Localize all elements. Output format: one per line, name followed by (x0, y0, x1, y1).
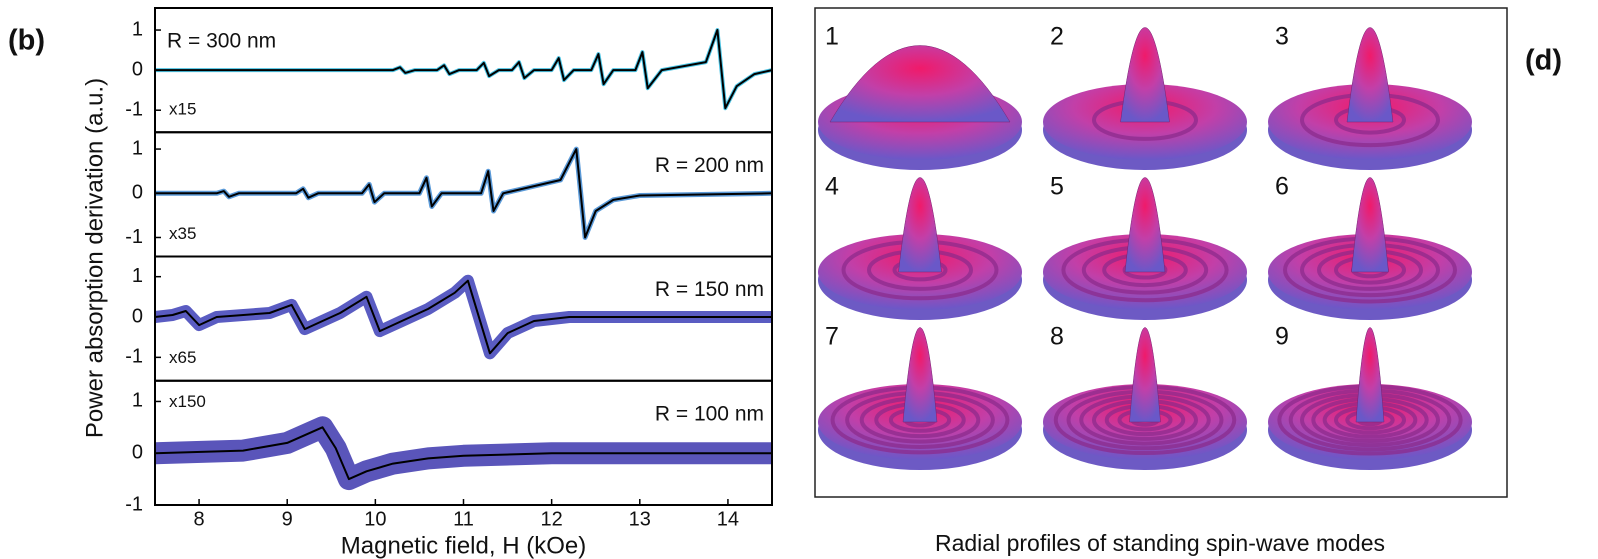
mode-peak (1356, 328, 1384, 423)
x-tick-label: 10 (364, 508, 386, 530)
y-tick-label: 1 (132, 265, 143, 287)
y-tick-label: -1 (125, 98, 143, 120)
scale-label: x35 (169, 224, 196, 243)
series-label: R = 300 nm (167, 30, 276, 53)
panel-label: (b) (8, 25, 45, 57)
x-tick-label: 13 (629, 508, 651, 530)
mode-peak (830, 46, 1010, 123)
mode-peak (1347, 28, 1393, 123)
x-tick-label: 14 (717, 508, 739, 530)
mode-label: 4 (825, 173, 839, 201)
mode-label: 9 (1275, 323, 1289, 351)
mode-peak (1352, 178, 1389, 273)
mode-sketch: 4 (818, 173, 1022, 320)
y-axis-label: Power absorption derivation (a.u.) (81, 78, 108, 438)
mode-sketch: 3 (1268, 23, 1472, 170)
series-label: R = 200 nm (655, 154, 764, 177)
mode-sketch: 8 (1043, 323, 1247, 470)
series-label: R = 100 nm (655, 402, 764, 425)
mode-sketch: 2 (1043, 23, 1247, 170)
series-label: R = 150 nm (655, 278, 764, 301)
caption: Radial profiles of standing spin-wave mo… (935, 530, 1385, 556)
y-tick-label: -1 (125, 226, 143, 248)
x-tick-label: 9 (282, 508, 293, 530)
y-tick-label: -1 (125, 493, 143, 515)
x-tick-label: 8 (194, 508, 205, 530)
mode-sketch: 6 (1268, 173, 1472, 320)
scale-label: x150 (169, 392, 206, 411)
scale-label: x15 (169, 100, 196, 119)
mode-label: 2 (1050, 23, 1064, 51)
mode-sketch: 1 (818, 23, 1022, 170)
mode-label: 1 (825, 23, 839, 51)
scale-label: x65 (169, 348, 196, 367)
figure: (b) Power absorption derivation (a.u.) (… (0, 0, 1598, 559)
mode-sketch: 7 (818, 323, 1022, 470)
y-tick-label: 1 (132, 18, 143, 40)
mode-label: 3 (1275, 23, 1289, 51)
mode-peak (1121, 28, 1170, 123)
mode-label: 5 (1050, 173, 1064, 201)
x-tick-label: 12 (541, 508, 563, 530)
panel-label: (d) (1525, 45, 1562, 77)
y-tick-label: 1 (132, 137, 143, 159)
x-tick-label: 11 (453, 508, 474, 530)
y-tick-label: 1 (132, 390, 143, 412)
mode-sketch: 5 (1043, 173, 1247, 320)
mode-sketch: 9 (1268, 323, 1472, 470)
y-tick-label: -1 (125, 346, 143, 368)
mode-peak (1125, 178, 1165, 273)
mode-peak (899, 178, 942, 273)
x-axis-label: Magnetic field, H (kOe) (341, 532, 586, 559)
y-tick-label: 0 (132, 58, 143, 80)
mode-peak (903, 328, 937, 423)
y-tick-label: 0 (132, 305, 143, 327)
y-tick-label: 0 (132, 442, 143, 464)
mode-label: 6 (1275, 173, 1289, 201)
mode-label: 8 (1050, 323, 1064, 351)
mode-peak (1130, 328, 1161, 423)
mode-label: 7 (825, 323, 839, 351)
y-tick-label: 0 (132, 182, 143, 204)
